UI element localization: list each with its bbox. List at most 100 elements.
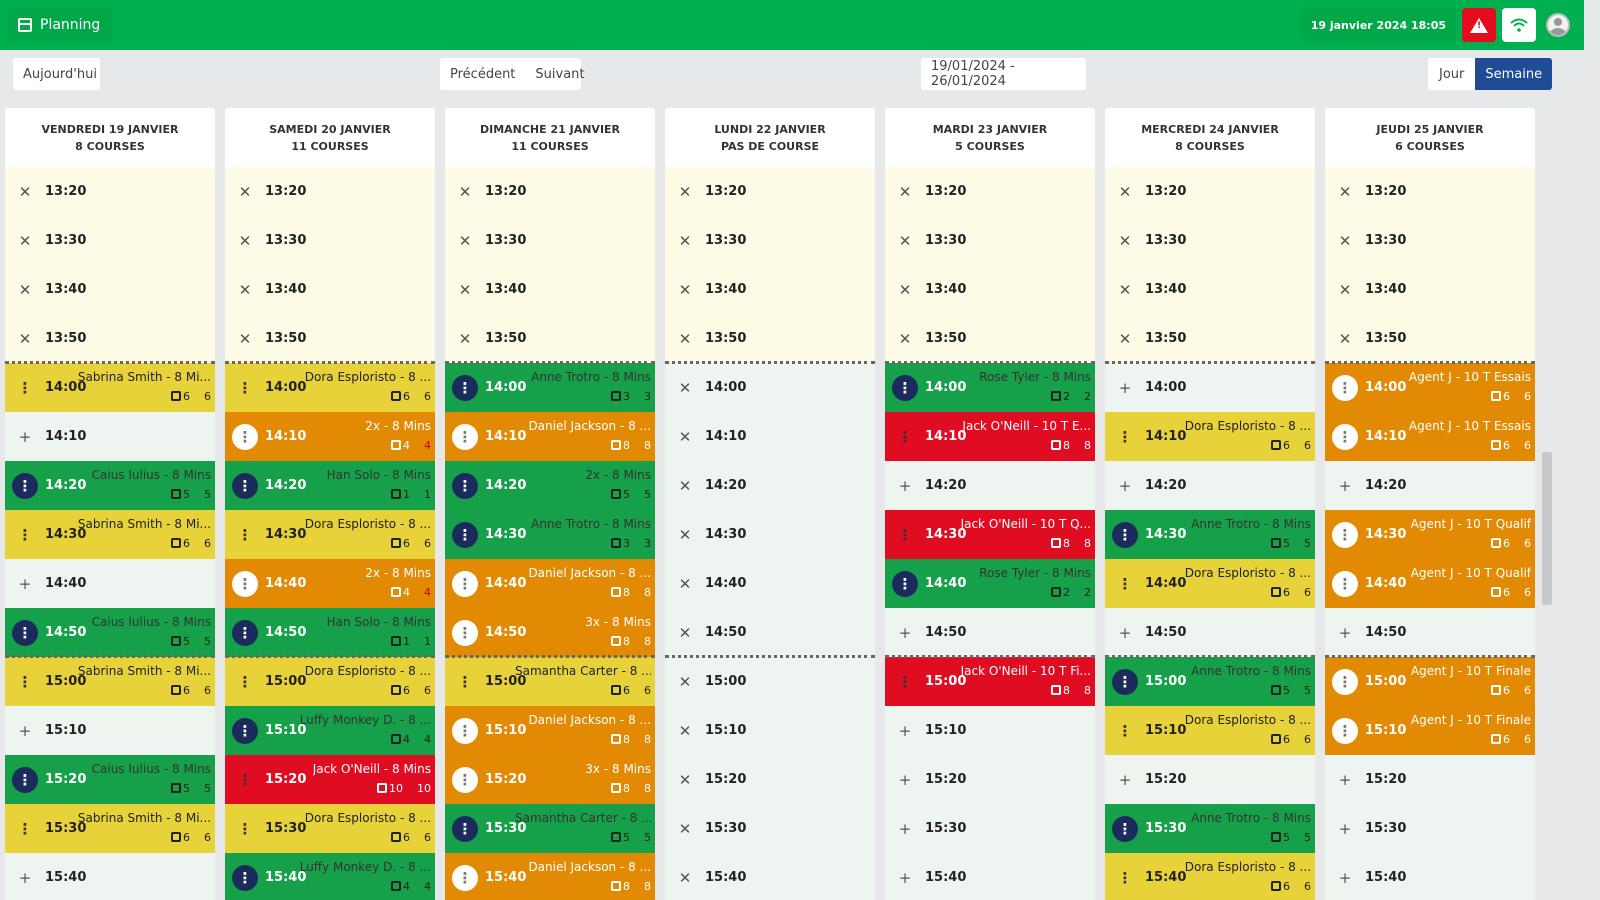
- closed-slot[interactable]: ✕ 13:30: [445, 216, 655, 265]
- empty-slot[interactable]: ✕ 15:40: [665, 853, 875, 900]
- add-icon[interactable]: +: [18, 427, 32, 446]
- close-icon[interactable]: ✕: [18, 329, 32, 348]
- closed-slot[interactable]: ✕ 13:40: [885, 265, 1095, 314]
- add-icon[interactable]: +: [1118, 476, 1132, 495]
- empty-slot[interactable]: +15:40: [885, 853, 1095, 900]
- more-options-icon[interactable]: ⋮: [17, 525, 33, 544]
- close-icon[interactable]: ✕: [1118, 231, 1132, 250]
- empty-slot[interactable]: +14:50: [1105, 608, 1315, 657]
- add-icon[interactable]: +: [898, 819, 912, 838]
- empty-slot[interactable]: ✕ 14:50: [665, 608, 875, 657]
- empty-slot[interactable]: +15:40: [5, 853, 215, 900]
- add-icon[interactable]: +: [18, 574, 32, 593]
- close-icon[interactable]: ✕: [678, 770, 692, 789]
- more-options-icon[interactable]: ⋮: [17, 819, 33, 838]
- close-icon[interactable]: ✕: [898, 329, 912, 348]
- more-options-icon[interactable]: ⋮: [12, 619, 38, 646]
- empty-slot[interactable]: +14:20: [1325, 461, 1535, 510]
- closed-slot[interactable]: ✕ 13:20: [665, 167, 875, 216]
- closed-slot[interactable]: ✕ 13:50: [1325, 314, 1535, 363]
- course-event[interactable]: ⋮ 15:20 3x - 8 Mins 8 8: [445, 755, 655, 804]
- course-event[interactable]: ⋮ 14:50 3x - 8 Mins 8 8: [445, 608, 655, 657]
- more-options-icon[interactable]: ⋮: [1117, 721, 1133, 740]
- more-options-icon[interactable]: ⋮: [1117, 574, 1133, 593]
- add-icon[interactable]: +: [898, 868, 912, 887]
- course-event[interactable]: ⋮ 15:00 Sabrina Smith - 8 Mi... 6 6: [5, 657, 215, 706]
- close-icon[interactable]: ✕: [1338, 280, 1352, 299]
- close-icon[interactable]: ✕: [678, 476, 692, 495]
- empty-slot[interactable]: +15:40: [1325, 853, 1535, 900]
- more-options-icon[interactable]: ⋮: [452, 619, 478, 646]
- close-icon[interactable]: ✕: [1118, 329, 1132, 348]
- scrollbar-thumb[interactable]: [1542, 452, 1552, 605]
- view-week-button[interactable]: Semaine: [1475, 58, 1553, 90]
- empty-slot[interactable]: +14:40: [5, 559, 215, 608]
- add-icon[interactable]: +: [898, 721, 912, 740]
- close-icon[interactable]: ✕: [678, 231, 692, 250]
- more-options-icon[interactable]: ⋮: [452, 766, 478, 793]
- course-event[interactable]: ⋮ 14:30 Dora Esploristo - 8 ... 6 6: [225, 510, 435, 559]
- add-icon[interactable]: +: [1338, 623, 1352, 642]
- close-icon[interactable]: ✕: [678, 623, 692, 642]
- empty-slot[interactable]: +15:10: [885, 706, 1095, 755]
- closed-slot[interactable]: ✕ 13:50: [225, 314, 435, 363]
- more-options-icon[interactable]: ⋮: [12, 472, 38, 499]
- course-event[interactable]: ⋮ 14:30 Sabrina Smith - 8 Mi... 6 6: [5, 510, 215, 559]
- course-event[interactable]: ⋮ 15:20 Jack O'Neill - 8 Mins 10 10: [225, 755, 435, 804]
- empty-slot[interactable]: +15:10: [5, 706, 215, 755]
- alert-button[interactable]: !: [1462, 8, 1496, 42]
- more-options-icon[interactable]: ⋮: [232, 619, 258, 646]
- course-event[interactable]: ⋮ 15:10 Luffy Monkey D. - 8 ... 4 4: [225, 706, 435, 755]
- closed-slot[interactable]: ✕ 13:20: [225, 167, 435, 216]
- more-options-icon[interactable]: ⋮: [1117, 868, 1133, 887]
- course-event[interactable]: ⋮ 14:20 Han Solo - 8 Mins 1 1: [225, 461, 435, 510]
- course-event[interactable]: ⋮ 14:20 2x - 8 Mins 5 5: [445, 461, 655, 510]
- closed-slot[interactable]: ✕ 13:20: [5, 167, 215, 216]
- add-icon[interactable]: +: [1338, 476, 1352, 495]
- more-options-icon[interactable]: ⋮: [232, 864, 258, 891]
- more-options-icon[interactable]: ⋮: [17, 378, 33, 397]
- empty-slot[interactable]: ✕ 14:00: [665, 363, 875, 412]
- add-icon[interactable]: +: [898, 770, 912, 789]
- course-event[interactable]: ⋮ 15:10 Agent J - 10 T Finale 6 6: [1325, 706, 1535, 755]
- course-event[interactable]: ⋮ 14:00 Rose Tyler - 8 Mins 2 2: [885, 363, 1095, 412]
- course-event[interactable]: ⋮ 15:30 Dora Esploristo - 8 ... 6 6: [225, 804, 435, 853]
- course-event[interactable]: ⋮ 14:30 Agent J - 10 T Qualif 6 6: [1325, 510, 1535, 559]
- more-options-icon[interactable]: ⋮: [452, 374, 478, 401]
- empty-slot[interactable]: +14:50: [885, 608, 1095, 657]
- more-options-icon[interactable]: ⋮: [12, 766, 38, 793]
- more-options-icon[interactable]: ⋮: [1117, 427, 1133, 446]
- more-options-icon[interactable]: ⋮: [17, 672, 33, 691]
- empty-slot[interactable]: ✕ 14:30: [665, 510, 875, 559]
- close-icon[interactable]: ✕: [678, 378, 692, 397]
- closed-slot[interactable]: ✕ 13:50: [885, 314, 1095, 363]
- date-range-picker[interactable]: 19/01/2024 - 26/01/2024: [921, 58, 1086, 90]
- close-icon[interactable]: ✕: [898, 182, 912, 201]
- course-event[interactable]: ⋮ 14:50 Han Solo - 8 Mins 1 1: [225, 608, 435, 657]
- more-options-icon[interactable]: ⋮: [237, 525, 253, 544]
- more-options-icon[interactable]: ⋮: [897, 427, 913, 446]
- course-event[interactable]: ⋮ 15:40 Dora Esploristo - 8 ... 6 6: [1105, 853, 1315, 900]
- close-icon[interactable]: ✕: [18, 280, 32, 299]
- more-options-icon[interactable]: ⋮: [452, 717, 478, 744]
- course-event[interactable]: ⋮ 15:00 Anne Trotro - 8 Mins 5 5: [1105, 657, 1315, 706]
- empty-slot[interactable]: +15:20: [1325, 755, 1535, 804]
- course-event[interactable]: ⋮ 15:10 Dora Esploristo - 8 ... 6 6: [1105, 706, 1315, 755]
- close-icon[interactable]: ✕: [238, 280, 252, 299]
- course-event[interactable]: ⋮ 14:00 Agent J - 10 T Essais 6 6: [1325, 363, 1535, 412]
- closed-slot[interactable]: ✕ 13:40: [1325, 265, 1535, 314]
- closed-slot[interactable]: ✕ 13:40: [5, 265, 215, 314]
- closed-slot[interactable]: ✕ 13:50: [5, 314, 215, 363]
- close-icon[interactable]: ✕: [678, 427, 692, 446]
- more-options-icon[interactable]: ⋮: [1332, 717, 1358, 744]
- close-icon[interactable]: ✕: [238, 182, 252, 201]
- today-button[interactable]: Aujourd'hui: [13, 58, 100, 90]
- empty-slot[interactable]: +15:30: [1325, 804, 1535, 853]
- course-event[interactable]: ⋮ 14:10 Agent J - 10 T Essais 6 6: [1325, 412, 1535, 461]
- more-options-icon[interactable]: ⋮: [1112, 521, 1138, 548]
- close-icon[interactable]: ✕: [678, 574, 692, 593]
- add-icon[interactable]: +: [1338, 868, 1352, 887]
- closed-slot[interactable]: ✕ 13:50: [665, 314, 875, 363]
- add-icon[interactable]: +: [1338, 770, 1352, 789]
- more-options-icon[interactable]: ⋮: [892, 374, 918, 401]
